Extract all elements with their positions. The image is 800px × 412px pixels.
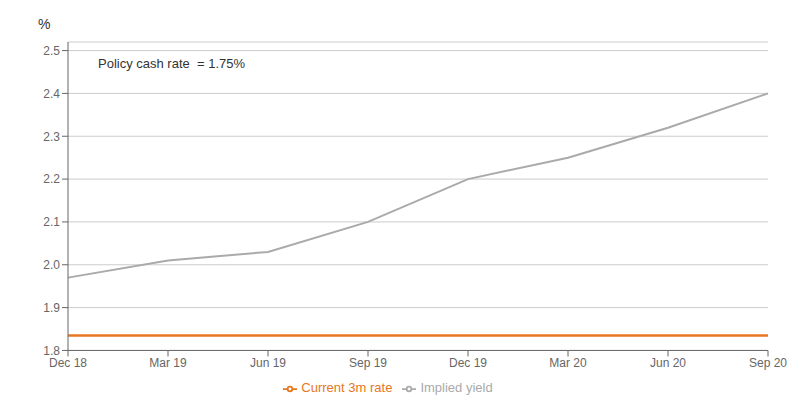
svg-text:Jun 19: Jun 19 (250, 356, 286, 370)
svg-text:1.9: 1.9 (43, 301, 60, 315)
html-text:Current 3m rate: Current 3m rate (301, 380, 393, 396)
html-text:Policy cash rate = 1.75%: Policy cash rate = 1.75% (98, 56, 246, 71)
svg-text:2.3: 2.3 (43, 130, 60, 144)
svg-text:2.2: 2.2 (43, 172, 60, 186)
svg-text:Mar 19: Mar 19 (149, 356, 187, 370)
html-text:Implied yield: Implied yield (420, 380, 493, 396)
svg-text:2.0: 2.0 (43, 258, 60, 272)
svg-text:Dec 19: Dec 19 (449, 356, 487, 370)
svg-text:2.1: 2.1 (43, 215, 60, 229)
svg-text:Sep 19: Sep 19 (349, 356, 387, 370)
svg-text:Dec 18: Dec 18 (49, 356, 87, 370)
svg-text:2.4: 2.4 (43, 87, 60, 101)
svg-text:Jun 20: Jun 20 (650, 356, 686, 370)
svg-text:Sep 20: Sep 20 (749, 356, 787, 370)
svg-text:1.8: 1.8 (43, 344, 60, 358)
svg-text:Mar 20: Mar 20 (549, 356, 587, 370)
svg-text:2.5: 2.5 (43, 44, 60, 58)
